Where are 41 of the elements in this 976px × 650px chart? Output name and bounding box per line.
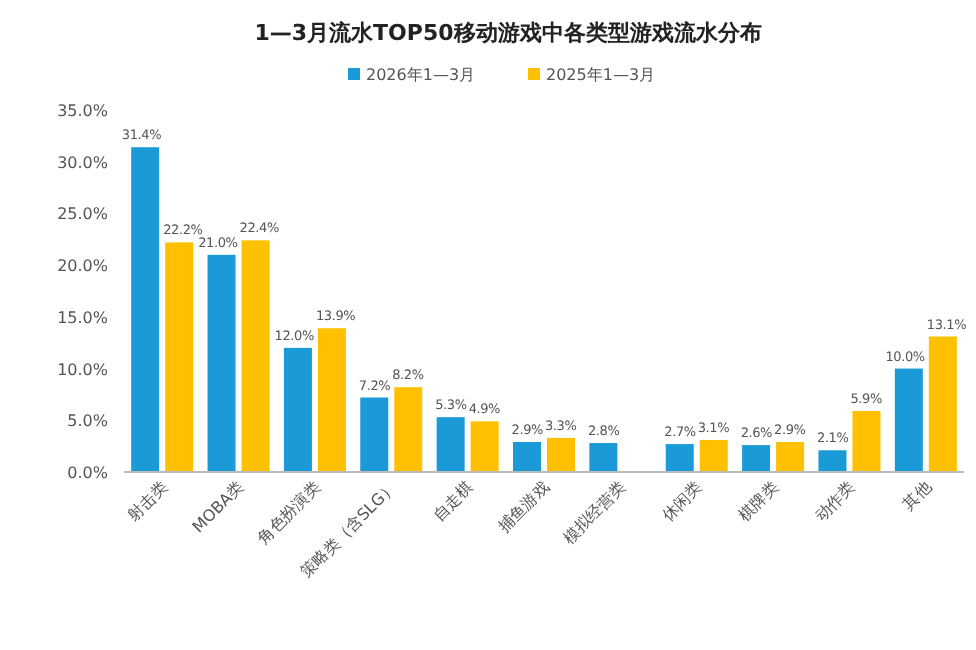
- bar: [928, 336, 957, 472]
- bar: [894, 368, 923, 472]
- y-tick-label: 20.0%: [57, 257, 109, 276]
- bar: [470, 421, 499, 472]
- x-tick-label: 模拟经营类: [559, 478, 630, 548]
- bar: [394, 387, 423, 472]
- bar: [742, 445, 771, 472]
- x-tick-label: 动作类: [811, 478, 859, 525]
- bar: [818, 450, 847, 472]
- bar: [360, 397, 389, 472]
- chart-title: 1—3月流水TOP50移动游戏中各类型游戏流水分布: [254, 20, 762, 46]
- bar: [589, 443, 618, 472]
- legend-label: 2026年1—3月: [366, 66, 476, 84]
- x-tick-label: 角色扮演类: [254, 478, 324, 548]
- y-tick-label: 30.0%: [57, 153, 109, 172]
- bar: [547, 437, 575, 472]
- bar: [165, 242, 194, 472]
- bar: [699, 439, 728, 472]
- y-tick-label: 5.0%: [67, 412, 109, 431]
- bar: [131, 147, 160, 472]
- x-tick-label: 休闲类: [658, 478, 706, 525]
- y-tick-label: 25.0%: [57, 205, 109, 224]
- x-tick-label: 其他: [899, 478, 935, 514]
- bar: [513, 442, 541, 472]
- y-tick-label: 10.0%: [57, 360, 109, 379]
- bar: [665, 444, 694, 472]
- bar: [207, 254, 236, 472]
- bar: [241, 240, 270, 472]
- x-tick-label: 捕鱼游戏: [494, 478, 553, 537]
- y-tick-label: 0.0%: [67, 464, 109, 482]
- x-tick-label: 棋牌类: [735, 478, 782, 525]
- bar: [317, 328, 346, 472]
- y-tick-label: 35.0%: [57, 102, 109, 120]
- legend-label: 2025年1—3月: [546, 66, 656, 84]
- bar: [283, 347, 312, 472]
- x-tick-label: 自走棋: [429, 478, 477, 525]
- bar: [852, 410, 881, 472]
- bar: [436, 417, 465, 472]
- bar: [776, 442, 805, 472]
- x-tick-label: 射击类: [124, 478, 172, 525]
- y-tick-label: 15.0%: [57, 308, 109, 327]
